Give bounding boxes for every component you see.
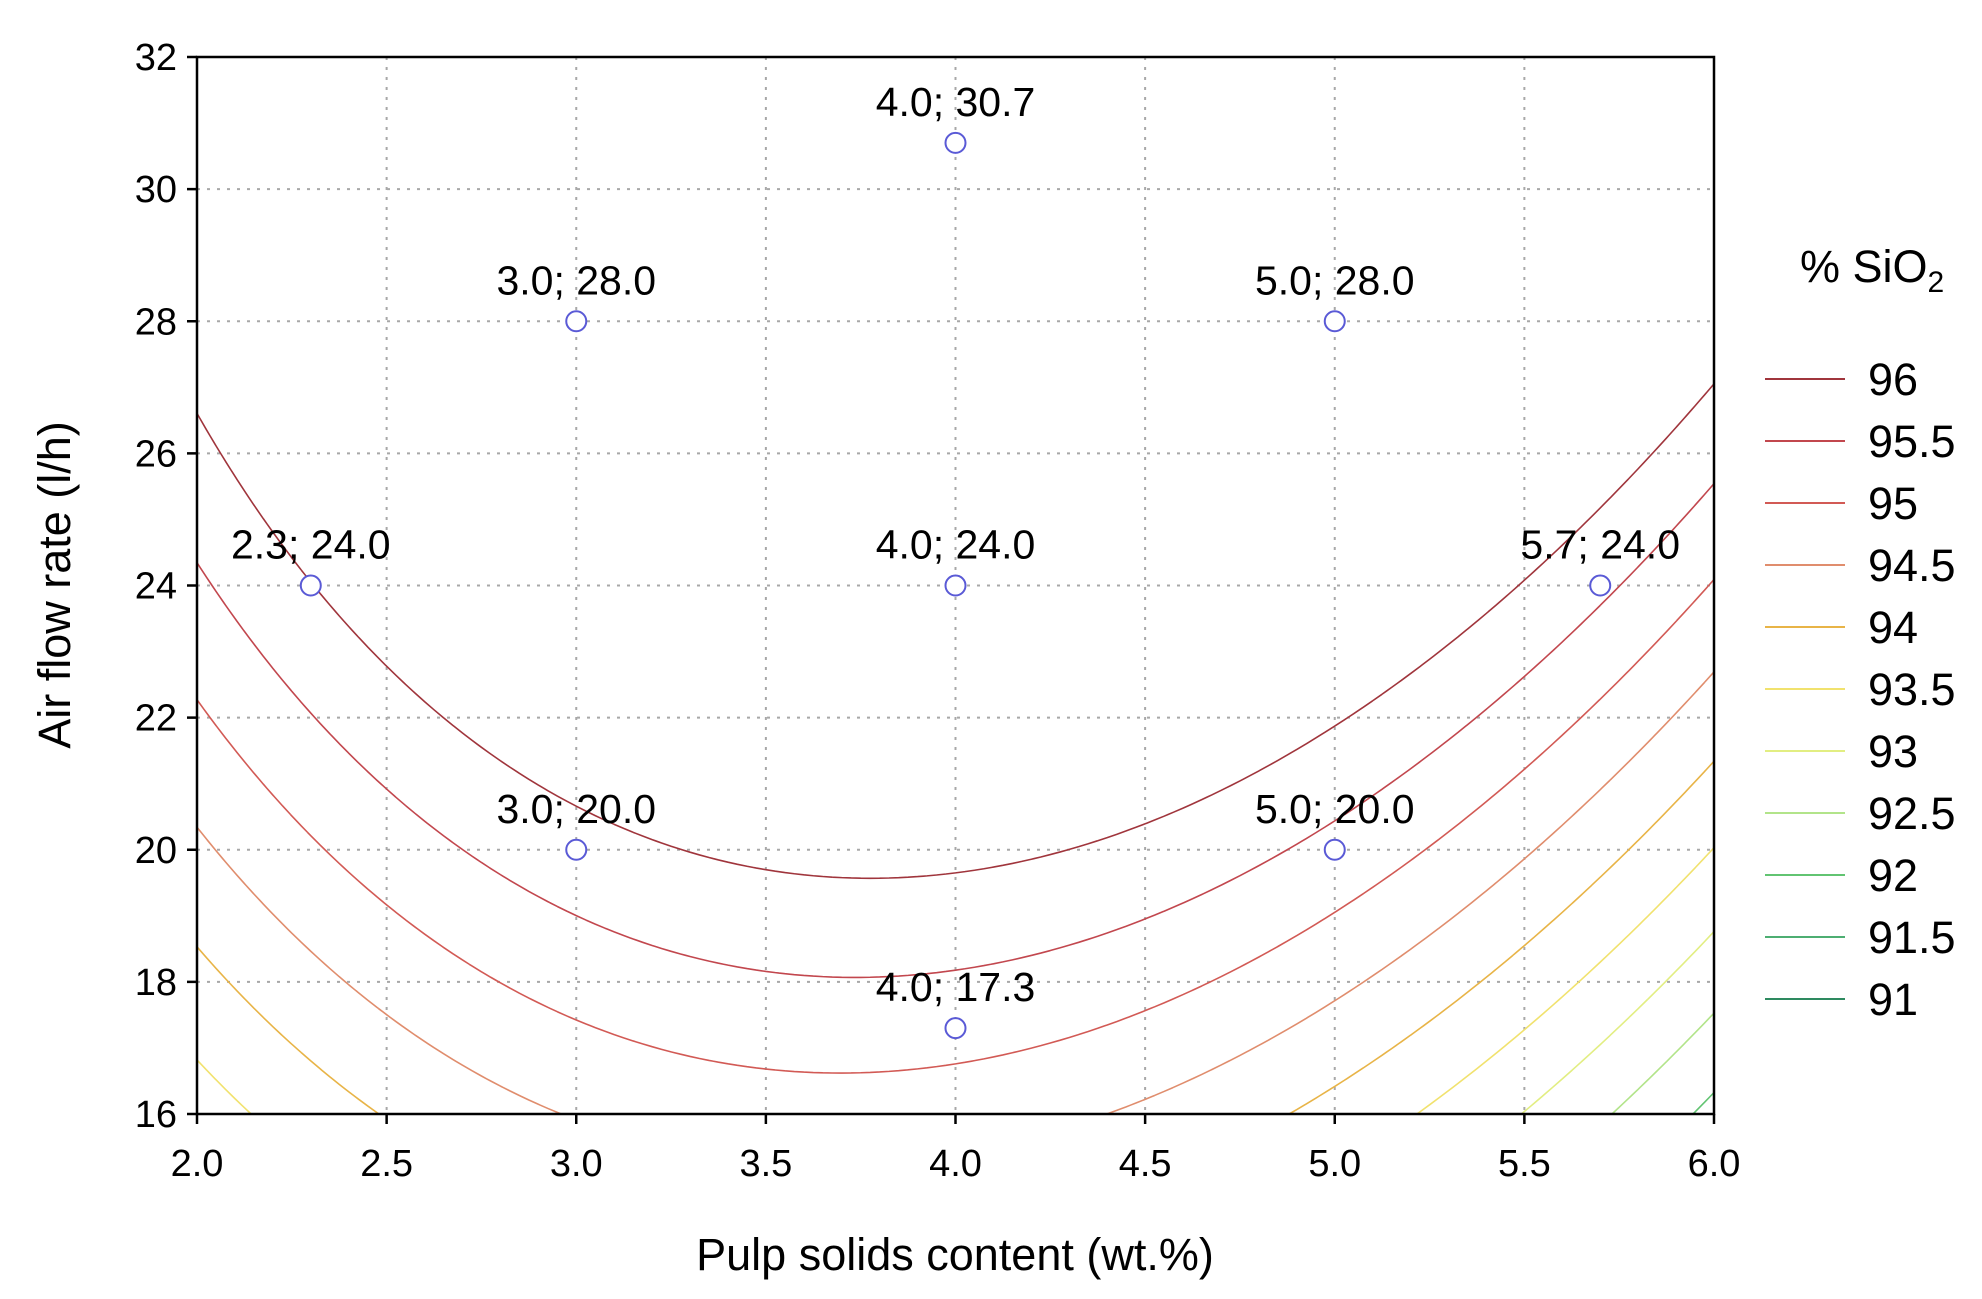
contour-line-94.5 bbox=[196, 671, 1715, 1115]
design-point-label: 4.0; 17.3 bbox=[876, 964, 1036, 1010]
legend-label: 95.5 bbox=[1868, 416, 1956, 467]
legend-label: 94 bbox=[1868, 602, 1918, 653]
tick-layer: 2.0 2.5 3.0 3.5 4.0 4.5 5.0 5.5 6.0 16 18 20 22 24 26 2… bbox=[135, 37, 1741, 1185]
legend-label: 92 bbox=[1868, 850, 1918, 901]
y-tick-label: 32 bbox=[135, 37, 177, 79]
design-point bbox=[1323, 838, 1346, 861]
legend-entries: 96 95.5 95 94.5 94 93.5 93 92.5 92 91.5 91 bbox=[1765, 354, 1956, 1025]
x-tick-label: 3.5 bbox=[739, 1143, 792, 1185]
design-point bbox=[565, 310, 588, 333]
x-tick-label: 6.0 bbox=[1688, 1143, 1741, 1185]
y-tick-label: 24 bbox=[135, 566, 177, 608]
contour-line-95 bbox=[196, 578, 1715, 1074]
x-tick-label: 2.5 bbox=[360, 1143, 413, 1185]
y-tick-label: 30 bbox=[135, 169, 177, 211]
design-point-label: 5.0; 28.0 bbox=[1255, 257, 1415, 303]
contour-line-93.5 bbox=[196, 847, 1715, 1115]
legend: % SiO2 96 95.5 95 94.5 94 93.5 93 92.5 92 91.5 91 bbox=[1765, 241, 1956, 1025]
legend-label: 92.5 bbox=[1868, 788, 1956, 839]
contour-line-94 bbox=[196, 760, 1715, 1115]
design-point bbox=[944, 574, 967, 597]
design-point bbox=[1589, 574, 1612, 597]
y-axis-title: Air flow rate (l/h) bbox=[29, 421, 80, 749]
x-tick-label: 5.5 bbox=[1498, 1143, 1551, 1185]
design-point-label: 4.0; 24.0 bbox=[876, 522, 1036, 568]
x-tick-label: 2.0 bbox=[171, 1143, 224, 1185]
design-point-label: 2.3; 24.0 bbox=[231, 522, 391, 568]
x-tick-label: 4.0 bbox=[929, 1143, 982, 1185]
design-point-label: 5.7; 24.0 bbox=[1520, 522, 1680, 568]
legend-label: 94.5 bbox=[1868, 540, 1956, 591]
x-tick-label: 4.5 bbox=[1119, 1143, 1172, 1185]
x-tick-label: 3.0 bbox=[550, 1143, 603, 1185]
design-point bbox=[565, 838, 588, 861]
y-tick-label: 26 bbox=[135, 433, 177, 475]
y-tick-label: 20 bbox=[135, 830, 177, 872]
x-axis-title: Pulp solids content (wt.%) bbox=[696, 1229, 1214, 1280]
legend-label: 93.5 bbox=[1868, 664, 1956, 715]
design-point bbox=[299, 574, 322, 597]
design-point-label: 3.0; 20.0 bbox=[496, 786, 656, 832]
legend-label: 95 bbox=[1868, 478, 1918, 529]
contour-line-93 bbox=[1520, 931, 1715, 1115]
y-tick-label: 16 bbox=[135, 1094, 177, 1136]
legend-label: 91 bbox=[1868, 974, 1918, 1025]
legend-title-main: % SiO bbox=[1800, 241, 1928, 292]
y-tick-label: 22 bbox=[135, 698, 177, 740]
x-tick-label: 5.0 bbox=[1308, 1143, 1361, 1185]
design-point-label: 4.0; 30.7 bbox=[876, 79, 1036, 125]
legend-label: 91.5 bbox=[1868, 912, 1956, 963]
grid-layer bbox=[197, 57, 1714, 1114]
legend-title: % SiO2 bbox=[1800, 241, 1944, 299]
point-layer: 4.0; 30.7 3.0; 28.0 5.0; 28.0 2.3; 24.0 4.0;… bbox=[231, 79, 1680, 1040]
legend-label: 96 bbox=[1868, 354, 1918, 405]
design-point bbox=[1323, 310, 1346, 333]
y-tick-label: 28 bbox=[135, 301, 177, 343]
y-tick-label: 18 bbox=[135, 962, 177, 1004]
legend-title-subscript: 2 bbox=[1928, 266, 1945, 299]
design-point bbox=[944, 1017, 967, 1040]
contour-line-95.5 bbox=[196, 483, 1715, 979]
design-point-label: 5.0; 20.0 bbox=[1255, 786, 1415, 832]
legend-label: 93 bbox=[1868, 726, 1918, 777]
contour-line-92 bbox=[1692, 1091, 1715, 1115]
contour-line-92.5 bbox=[1611, 1012, 1715, 1115]
design-point-label: 3.0; 28.0 bbox=[496, 257, 656, 303]
design-point bbox=[944, 131, 967, 154]
